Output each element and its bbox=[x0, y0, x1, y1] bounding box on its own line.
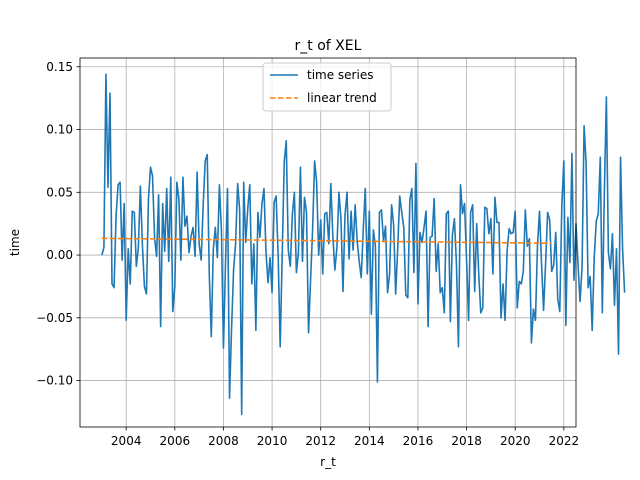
x-tick-label: 2018 bbox=[451, 434, 482, 448]
plot-frame bbox=[79, 57, 577, 428]
y-tick-label: 0.00 bbox=[46, 248, 73, 262]
x-tick-label: 2016 bbox=[403, 434, 434, 448]
x-tick-label: 2022 bbox=[549, 434, 580, 448]
x-tick-label: 2020 bbox=[500, 434, 531, 448]
x-tick-label: 2004 bbox=[111, 434, 142, 448]
y-axis-label: time bbox=[8, 229, 22, 256]
legend-label-linear-trend: linear trend bbox=[307, 91, 377, 105]
x-tick-label: 2008 bbox=[208, 434, 239, 448]
x-tick-label: 2006 bbox=[160, 434, 191, 448]
y-tick-label: 0.05 bbox=[46, 185, 73, 199]
legend[interactable]: time series linear trend bbox=[262, 62, 392, 112]
x-tick-label: 2010 bbox=[257, 434, 288, 448]
series-line-time-series bbox=[101, 73, 626, 416]
grid bbox=[80, 58, 576, 427]
x-tick-label: 2014 bbox=[354, 434, 385, 448]
series-line-linear-trend bbox=[101, 237, 552, 245]
series-layer bbox=[101, 73, 626, 416]
y-tick-label: 0.15 bbox=[46, 60, 73, 74]
y-tick-label: 0.10 bbox=[46, 123, 73, 137]
axis-ticks: 2004 2006 2008 2010 2012 2014 2016 2018 2020 2022… bbox=[36, 60, 579, 448]
x-tick-label: 2012 bbox=[305, 434, 336, 448]
x-axis-label: r_t bbox=[320, 455, 336, 469]
chart-title: r_t of XEL bbox=[295, 38, 362, 54]
y-tick-label: −0.10 bbox=[36, 374, 73, 388]
y-tick-label: −0.05 bbox=[36, 311, 73, 325]
legend-label-time-series: time series bbox=[307, 68, 373, 82]
